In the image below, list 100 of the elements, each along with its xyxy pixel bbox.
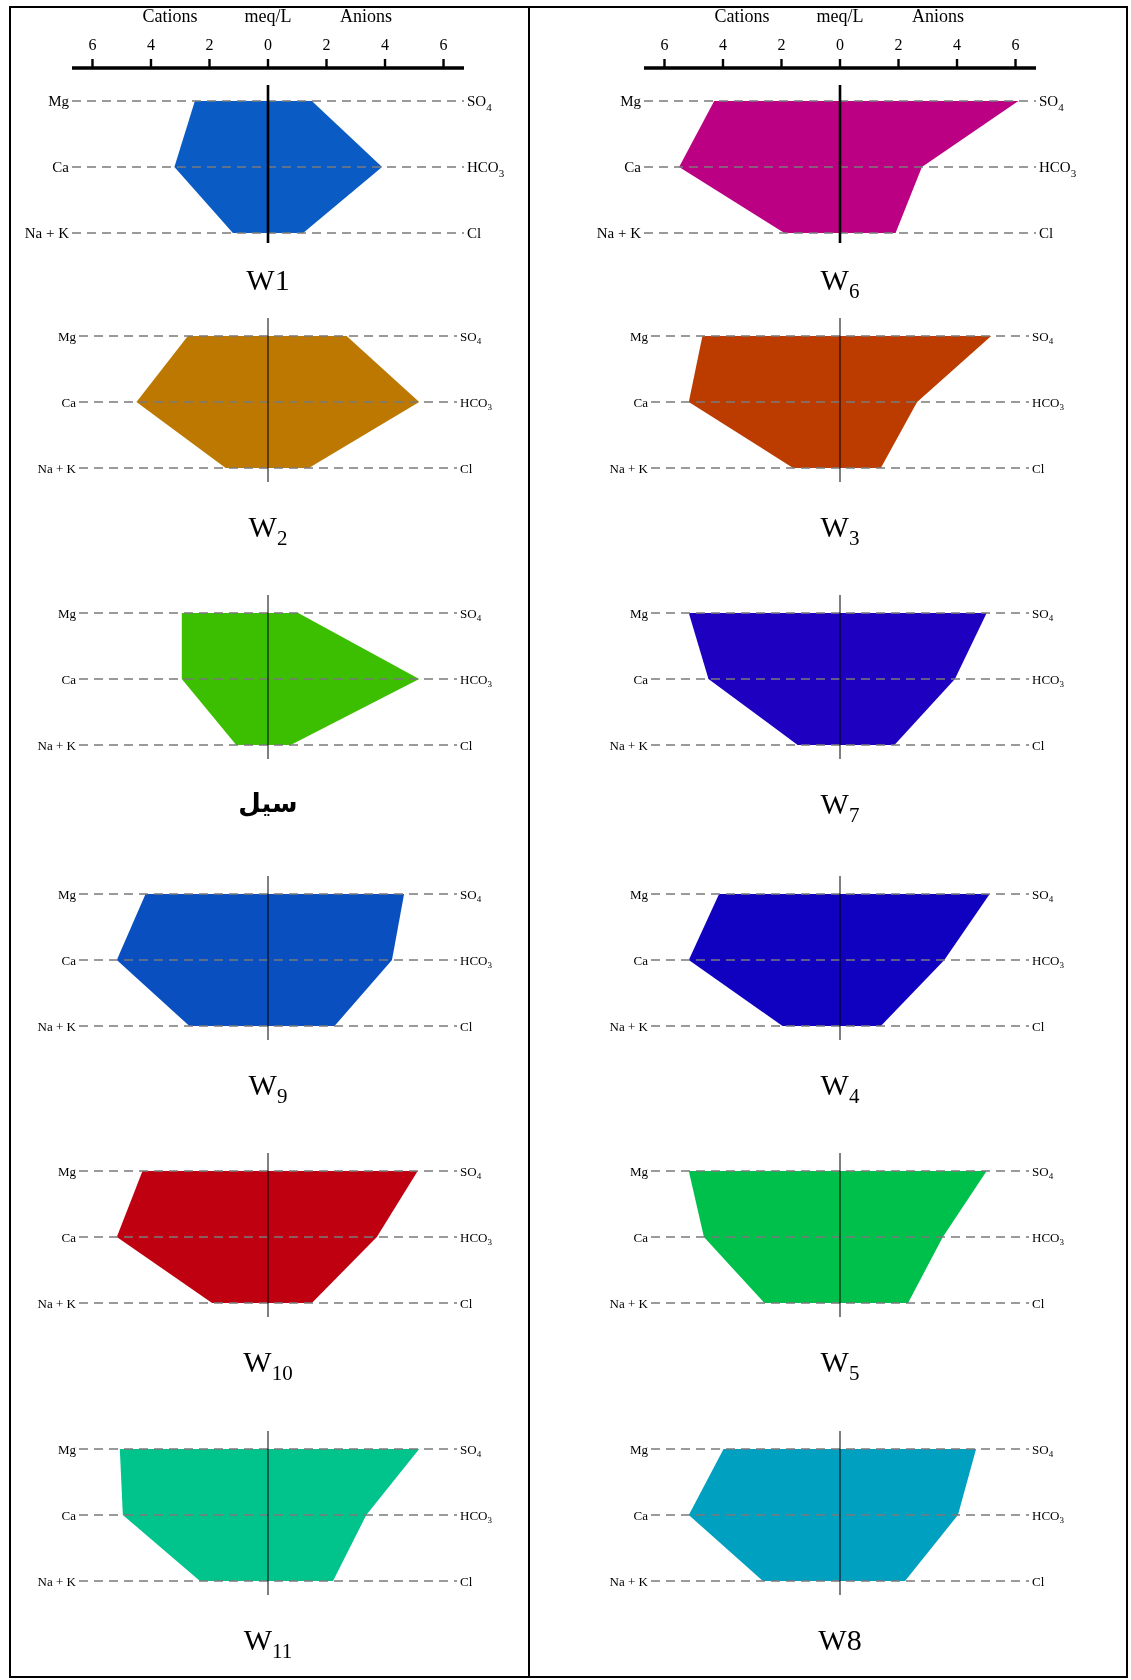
- y-tick-label: Ca: [633, 394, 649, 410]
- x-tick-label: 2: [322, 35, 331, 53]
- text: Cl: [1032, 1295, 1045, 1311]
- text: W$_{10}$: [243, 1344, 293, 1385]
- text: Cl: [460, 1573, 473, 1589]
- y-tick-label: Na + K: [37, 1295, 77, 1311]
- text: HCO$_{3}$: [460, 1229, 493, 1247]
- text: Cl: [460, 1018, 473, 1034]
- x-tick-label: 2: [894, 35, 903, 53]
- text: Cl: [467, 225, 482, 241]
- text: HCO$_{3}$: [1039, 159, 1077, 179]
- y-tick-label: Na + K: [37, 1018, 77, 1034]
- text: SO$_{4}$: [1032, 1163, 1054, 1181]
- text: W$_{11}$: [243, 1622, 293, 1663]
- y-tick-label: Na + K: [37, 737, 77, 753]
- y-tick-label: Ca: [61, 1229, 77, 1245]
- y-tick-label: Na + K: [609, 1573, 649, 1589]
- text: W8: [818, 1622, 862, 1656]
- x-tick-label: 6: [660, 35, 669, 53]
- y-tick-label: Ca: [633, 1229, 649, 1245]
- text: W$_{2}$: [248, 509, 288, 550]
- text: Anions: [339, 6, 393, 26]
- x-tick-label: 0: [264, 35, 272, 53]
- text: SO$_{4}$: [460, 1163, 482, 1181]
- y-tick-label: Mg: [57, 1163, 77, 1179]
- y-tick-label: Na + K: [609, 1295, 649, 1311]
- x-tick-label: 4: [381, 35, 390, 53]
- y-tick-label: Ca: [633, 1507, 649, 1523]
- y-tick-label: Ca: [624, 159, 642, 175]
- y-tick-label: Mg: [57, 1441, 77, 1457]
- y-tick-label: Mg: [629, 1163, 649, 1179]
- x-tick-label: 4: [718, 35, 727, 53]
- text: HCO$_{3}$: [1032, 952, 1065, 970]
- y-tick-label: Na + K: [596, 225, 642, 241]
- y-tick-label: Ca: [61, 671, 77, 687]
- text: Cl: [1039, 225, 1054, 241]
- y-tick-label: Mg: [629, 605, 649, 621]
- text: HCO$_{3}$: [460, 1507, 493, 1525]
- text: HCO$_{3}$: [1032, 1507, 1065, 1525]
- x-tick-label: 2: [777, 35, 786, 53]
- y-tick-label: Mg: [629, 1441, 649, 1457]
- y-tick-label: Mg: [57, 605, 77, 621]
- y-tick-label: Mg: [629, 328, 649, 344]
- text: Cl: [460, 460, 473, 476]
- text: SO$_{4}$: [1032, 886, 1054, 904]
- y-tick-label: Mg: [57, 886, 77, 902]
- text: Cations: [714, 6, 770, 26]
- text: Cl: [1032, 460, 1045, 476]
- y-tick-label: Ca: [633, 952, 649, 968]
- y-tick-label: Mg: [629, 886, 649, 902]
- x-axis-title: meq/L: [816, 6, 864, 26]
- text: W$_{5}$: [820, 1344, 860, 1385]
- text: SO$_{4}$: [460, 328, 482, 346]
- text: Cl: [1032, 737, 1045, 753]
- y-tick-label: Ca: [633, 671, 649, 687]
- text: HCO$_{3}$: [1032, 1229, 1065, 1247]
- y-tick-label: Ca: [61, 1507, 77, 1523]
- text: SO$_{4}$: [1039, 93, 1065, 113]
- text: SO$_{4}$: [1032, 1441, 1054, 1459]
- x-tick-label: 4: [146, 35, 155, 53]
- text: SO$_{4}$: [1032, 605, 1054, 623]
- x-tick-label: 6: [88, 35, 97, 53]
- text: Cl: [1032, 1573, 1045, 1589]
- text: Cations: [142, 6, 198, 26]
- text: W$_{3}$: [820, 509, 860, 550]
- x-tick-label: 2: [205, 35, 214, 53]
- text: HCO$_{3}$: [1032, 671, 1065, 689]
- text: W$_{7}$: [820, 786, 860, 827]
- text: SO$_{4}$: [460, 1441, 482, 1459]
- text: SO$_{4}$: [467, 93, 493, 113]
- y-tick-label: Na + K: [37, 1573, 77, 1589]
- x-tick-label: 4: [953, 35, 962, 53]
- x-tick-label: 0: [836, 35, 844, 53]
- text: HCO$_{3}$: [467, 159, 505, 179]
- text: HCO$_{3}$: [460, 671, 493, 689]
- text: Anions: [911, 6, 965, 26]
- text: Cl: [460, 1295, 473, 1311]
- y-tick-label: Na + K: [24, 225, 70, 241]
- text: Cl: [1032, 1018, 1045, 1034]
- text: W$_{4}$: [820, 1067, 860, 1108]
- y-tick-label: Ca: [61, 394, 77, 410]
- y-tick-label: Na + K: [609, 737, 649, 753]
- y-tick-label: Na + K: [609, 460, 649, 476]
- text: HCO$_{3}$: [460, 394, 493, 412]
- text: HCO$_{3}$: [1032, 394, 1065, 412]
- text: SO$_{4}$: [1032, 328, 1054, 346]
- text: SO$_{4}$: [460, 605, 482, 623]
- y-tick-label: Na + K: [37, 460, 77, 476]
- y-tick-label: Na + K: [609, 1018, 649, 1034]
- x-tick-label: 6: [439, 35, 448, 53]
- y-tick-label: Mg: [620, 93, 642, 109]
- y-tick-label: Mg: [57, 328, 77, 344]
- y-tick-label: Mg: [48, 93, 70, 109]
- text: سیل: [238, 788, 298, 818]
- text: SO$_{4}$: [460, 886, 482, 904]
- text: HCO$_{3}$: [460, 952, 493, 970]
- y-tick-label: Ca: [61, 952, 77, 968]
- x-axis-title: meq/L: [244, 6, 292, 26]
- y-tick-label: Ca: [52, 159, 70, 175]
- text: W$_{6}$: [820, 262, 860, 303]
